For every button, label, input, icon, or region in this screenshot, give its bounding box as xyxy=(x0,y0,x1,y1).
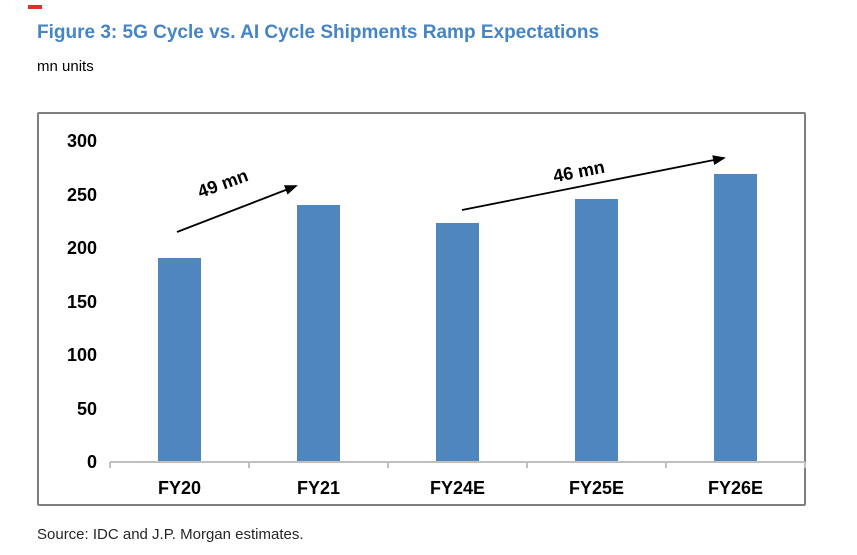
growth-annotation-2: 46 mn xyxy=(551,156,607,187)
bar-fy26e xyxy=(714,174,757,461)
x-axis-tick xyxy=(804,462,806,468)
source-note: Source: IDC and J.P. Morgan estimates. xyxy=(37,526,304,543)
annotation-arrow-layer xyxy=(176,155,726,233)
y-axis-tick-label: 100 xyxy=(66,345,97,365)
y-axis-units-label: mn units xyxy=(37,58,94,75)
x-axis-tick xyxy=(109,462,111,468)
bar-fy25e xyxy=(575,198,618,461)
y-axis-tick-label: 0 xyxy=(86,452,97,472)
x-axis-label-fy24e: FY24E xyxy=(429,478,486,498)
x-axis-line xyxy=(110,461,805,463)
red-dash-mark xyxy=(28,5,42,9)
x-axis-tick xyxy=(665,462,667,468)
y-axis-tick-label: 150 xyxy=(66,291,97,312)
x-axis-label-fy20: FY20 xyxy=(157,478,202,498)
x-axis-label-fy21: FY21 xyxy=(296,478,341,498)
bar-fy20 xyxy=(158,257,201,461)
x-axis-label-fy26e: FY26E xyxy=(707,478,764,498)
y-axis-tick-label: 200 xyxy=(66,238,97,258)
y-axis-tick-label: 300 xyxy=(66,131,97,151)
y-axis-tick-label: 50 xyxy=(76,398,97,419)
bar-fy21 xyxy=(297,205,340,461)
y-axis-tick-label: 250 xyxy=(66,184,97,205)
chart-frame: 0 50 100 150 200 250 300 FY20 FY21 FY24E FY25E FY26… xyxy=(37,112,806,506)
x-axis-tick xyxy=(248,462,250,468)
figure-title: Figure 3: 5G Cycle vs. AI Cycle Shipment… xyxy=(37,22,600,43)
growth-annotation-1: 49 mn xyxy=(194,165,251,202)
x-axis-tick xyxy=(526,462,528,468)
plot-area: 0 50 100 150 200 250 300 FY20 FY21 FY24E FY25E FY26… xyxy=(37,112,806,506)
growth-arrow-1 xyxy=(176,185,298,233)
x-axis-tick xyxy=(387,462,389,468)
x-axis-label-fy25e: FY25E xyxy=(568,478,625,498)
bar-fy24e xyxy=(436,223,479,461)
